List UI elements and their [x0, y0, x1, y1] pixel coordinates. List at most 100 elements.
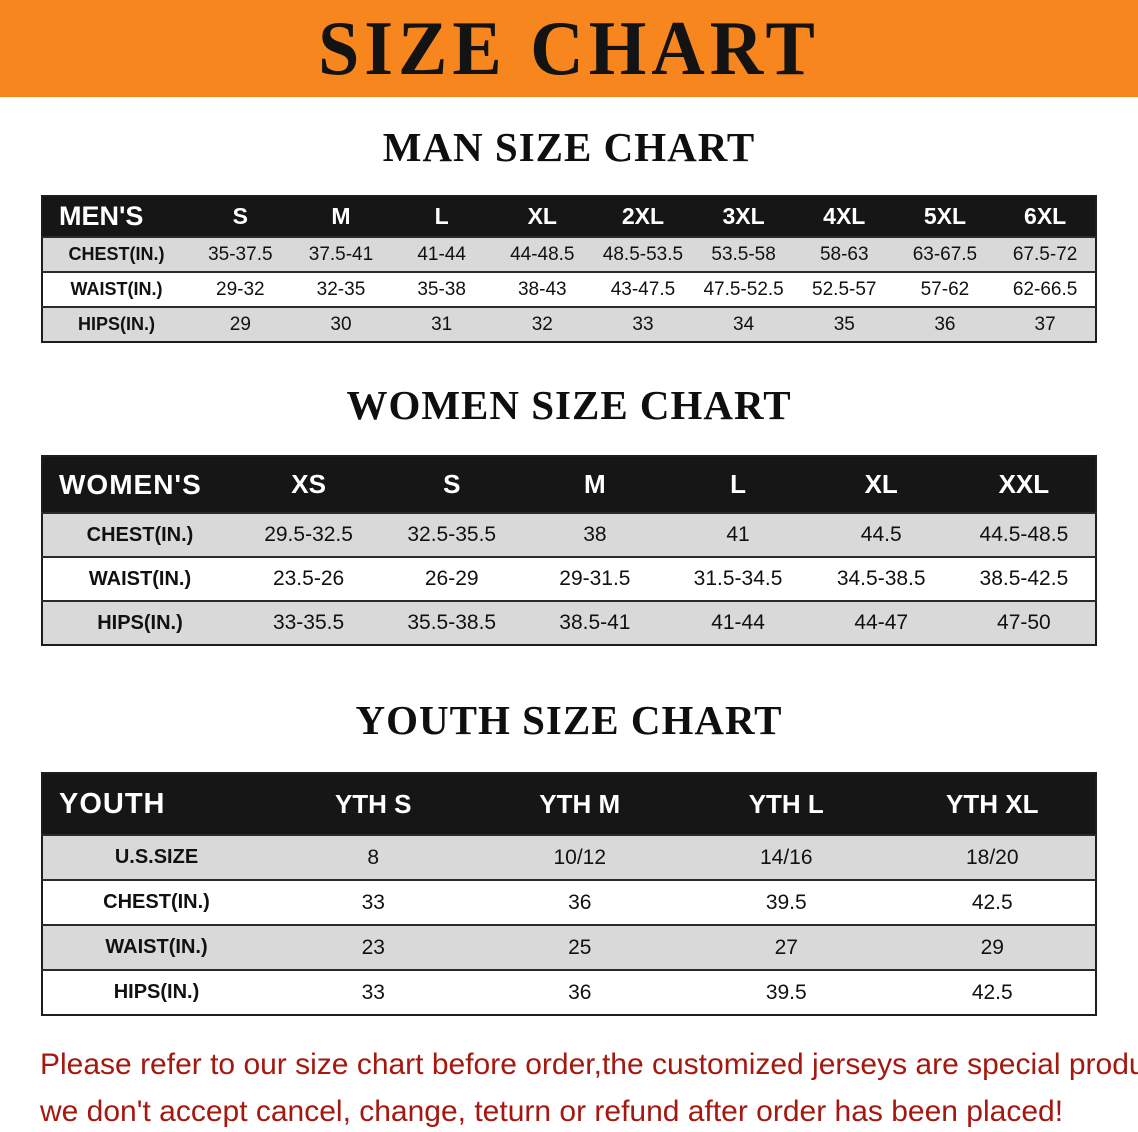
size-value-cell: 14/16 — [683, 834, 890, 880]
size-column-header: M — [331, 203, 351, 229]
row-label-cell: CHEST(IN.) — [42, 236, 190, 272]
size-chart-banner: SIZE CHART — [0, 0, 1138, 97]
table-row: WAIST(IN.) 29-32 32-35 35-38 38-43 43-47.5 47.… — [42, 271, 1096, 307]
size-value-cell: 44-48.5 — [491, 236, 593, 272]
size-column-header: L — [434, 203, 449, 229]
size-value-cell: 31.5-34.5 — [666, 556, 810, 601]
size-column-header: M — [584, 469, 606, 499]
table-row: CHEST(IN.) 33 36 39.5 42.5 — [42, 879, 1096, 925]
row-label-cell: HIPS(IN.) — [42, 600, 237, 645]
size-value-cell: 8 — [270, 834, 477, 880]
size-value-cell: 35.5-38.5 — [380, 600, 524, 645]
size-value-cell: 30 — [290, 306, 392, 342]
size-value-cell: 33 — [592, 306, 694, 342]
row-label-cell: HIPS(IN.) — [42, 306, 190, 342]
size-value-cell: 44.5 — [809, 512, 953, 557]
size-value-cell: 48.5-53.5 — [592, 236, 694, 272]
man-size-chart-heading: MAN SIZE CHART — [382, 124, 756, 170]
table-header-row: WOMEN'S XS S M L XL XXL — [42, 456, 1096, 513]
size-value-cell: 38-43 — [491, 271, 593, 307]
table-title-cell: MEN'S — [59, 201, 144, 231]
size-column-header: YTH M — [539, 788, 621, 819]
table-row: WAIST(IN.) 23.5-26 26-29 29-31.5 31.5-34.5 34… — [42, 556, 1096, 601]
size-value-cell: 37.5-41 — [290, 236, 392, 272]
table-row: HIPS(IN.) 29 30 31 32 33 34 35 36 37 — [42, 306, 1096, 342]
size-value-cell: 33 — [270, 879, 477, 925]
table-row: HIPS(IN.) 33-35.5 35.5-38.5 38.5-41 41-44 44-… — [42, 600, 1096, 645]
size-value-cell: 26-29 — [380, 556, 524, 601]
size-value-cell: 67.5-72 — [995, 236, 1096, 272]
size-value-cell: 38.5-42.5 — [952, 556, 1096, 601]
size-value-cell: 43-47.5 — [592, 271, 694, 307]
size-column-header: YTH S — [334, 788, 412, 819]
disclaimer-line-1: Please refer to our size chart before or… — [40, 1048, 1138, 1081]
size-value-cell: 32-35 — [290, 271, 392, 307]
size-column-header: S — [232, 203, 248, 229]
size-column-header: 6XL — [1024, 203, 1067, 229]
table-row: U.S.SIZE 8 10/12 14/16 18/20 — [42, 834, 1096, 880]
size-value-cell: 41 — [666, 512, 810, 557]
size-value-cell: 62-66.5 — [995, 271, 1096, 307]
size-value-cell: 18/20 — [889, 834, 1096, 880]
size-value-cell: 39.5 — [683, 969, 890, 1015]
size-value-cell: 38.5-41 — [523, 600, 667, 645]
size-value-cell: 29 — [889, 924, 1096, 970]
size-value-cell: 41-44 — [391, 236, 492, 272]
table-header-row: YOUTH YTH S YTH M YTH L YTH XL — [42, 773, 1096, 835]
size-column-header: 3XL — [722, 203, 765, 229]
size-value-cell: 32.5-35.5 — [380, 512, 524, 557]
row-label-cell: HIPS(IN.) — [42, 969, 270, 1015]
table-title-cell: YOUTH — [59, 787, 166, 820]
size-value-cell: 47-50 — [952, 600, 1096, 645]
size-value-cell: 44-47 — [809, 600, 953, 645]
table-row: CHEST(IN.) 35-37.5 37.5-41 41-44 44-48.5 48.5… — [42, 236, 1096, 272]
table-row: CHEST(IN.) 29.5-32.5 32.5-35.5 38 41 44.5 44.5… — [42, 512, 1096, 557]
women-size-chart-heading: WOMEN SIZE CHART — [346, 382, 792, 428]
size-value-cell: 34.5-38.5 — [809, 556, 953, 601]
disclaimer-line-2: we don't accept cancel, change, teturn o… — [40, 1094, 1064, 1128]
row-label-cell: CHEST(IN.) — [42, 512, 237, 557]
size-value-cell: 39.5 — [683, 879, 890, 925]
mens-size-table: MEN'S S M L XL 2XL 3XL 4XL 5XL 6XL CHEST(IN.) 35-37… — [41, 195, 1097, 343]
row-label-cell: WAIST(IN.) — [42, 271, 190, 307]
size-column-header: XXL — [998, 469, 1050, 499]
size-column-header: L — [730, 469, 746, 499]
size-column-header: YTH XL — [946, 788, 1039, 819]
size-value-cell: 32 — [491, 306, 593, 342]
size-column-header: 2XL — [621, 203, 665, 229]
size-value-cell: 35-37.5 — [190, 236, 291, 272]
size-column-header: S — [443, 469, 461, 499]
size-value-cell: 47.5-52.5 — [693, 271, 794, 307]
size-value-cell: 23 — [270, 924, 477, 970]
table-title-cell: WOMEN'S — [59, 468, 202, 500]
size-value-cell: 35 — [793, 306, 895, 342]
row-label-cell: U.S.SIZE — [42, 834, 270, 880]
row-label-cell: CHEST(IN.) — [42, 879, 270, 925]
row-label-cell: WAIST(IN.) — [42, 924, 270, 970]
table-header-row: MEN'S S M L XL 2XL 3XL 4XL 5XL 6XL — [42, 196, 1096, 237]
size-value-cell: 34 — [693, 306, 794, 342]
size-value-cell: 36 — [476, 969, 683, 1015]
size-value-cell: 36 — [894, 306, 996, 342]
table-row: WAIST(IN.) 23 25 27 29 — [42, 924, 1096, 970]
size-value-cell: 53.5-58 — [693, 236, 794, 272]
size-value-cell: 63-67.5 — [894, 236, 996, 272]
size-value-cell: 10/12 — [476, 834, 683, 880]
size-value-cell: 33 — [270, 969, 477, 1015]
size-value-cell: 29-31.5 — [523, 556, 667, 601]
size-value-cell: 42.5 — [889, 879, 1096, 925]
size-column-header: 4XL — [823, 203, 866, 229]
table-row: HIPS(IN.) 33 36 39.5 42.5 — [42, 969, 1096, 1015]
size-column-header: XS — [291, 469, 326, 499]
size-value-cell: 42.5 — [889, 969, 1096, 1015]
size-value-cell: 29 — [190, 306, 291, 342]
row-label-cell: WAIST(IN.) — [42, 556, 237, 601]
womens-size-table: WOMEN'S XS S M L XL XXL CHEST(IN.) 29.5-32.5 32.5… — [41, 455, 1097, 646]
youth-size-table: YOUTH YTH S YTH M YTH L YTH XL U.S.SIZE 8 10/12… — [41, 772, 1097, 1016]
size-value-cell: 44.5-48.5 — [952, 512, 1096, 557]
size-value-cell: 58-63 — [793, 236, 895, 272]
page-title: SIZE CHART — [318, 5, 820, 92]
size-value-cell: 29-32 — [190, 271, 291, 307]
size-value-cell: 38 — [523, 512, 667, 557]
youth-size-chart-heading: YOUTH SIZE CHART — [355, 697, 783, 743]
